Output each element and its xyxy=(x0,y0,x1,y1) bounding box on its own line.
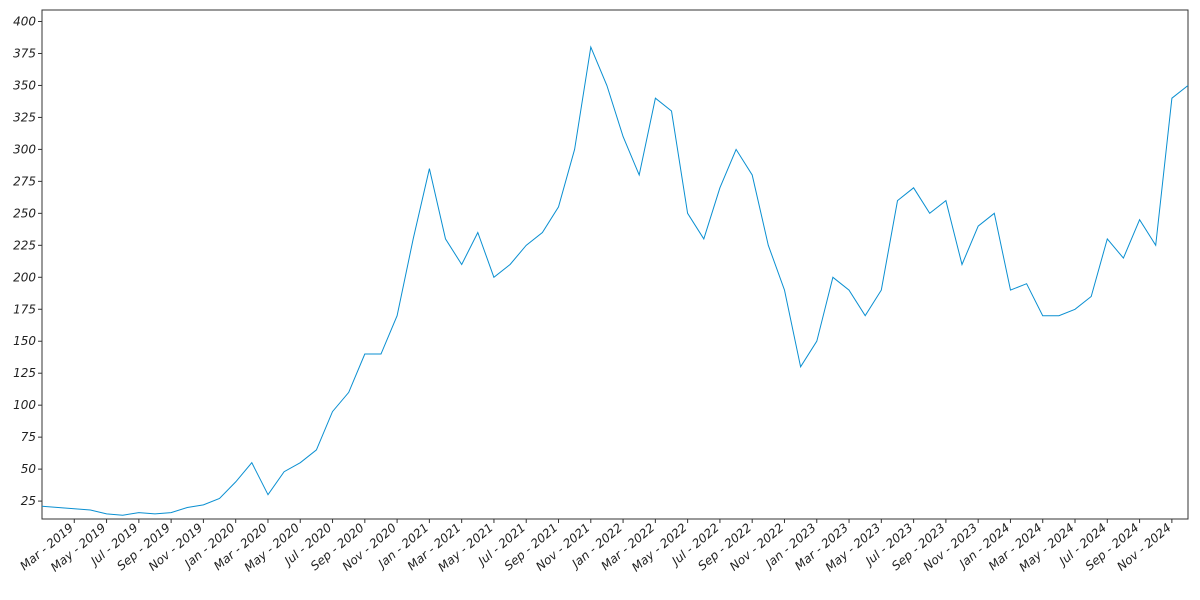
y-tick-label: 400 xyxy=(13,15,36,29)
y-tick-label: 25 xyxy=(21,494,36,508)
y-tick-label: 75 xyxy=(21,430,36,444)
y-tick-label: 100 xyxy=(13,398,36,412)
y-tick-label: 300 xyxy=(13,142,36,156)
y-tick-label: 175 xyxy=(13,302,36,316)
y-tick-label: 150 xyxy=(13,334,36,348)
plot-frame xyxy=(41,9,1189,520)
y-tick-label: 250 xyxy=(13,206,36,220)
y-tick-label: 200 xyxy=(13,270,36,284)
y-tick-label: 325 xyxy=(13,110,36,124)
y-tick-label: 125 xyxy=(13,366,36,380)
y-tick-label: 225 xyxy=(13,238,36,252)
y-tick-label: 275 xyxy=(13,174,36,188)
y-tick-label: 350 xyxy=(13,78,36,92)
y-tick-label: 375 xyxy=(13,46,36,60)
y-tick-label: 50 xyxy=(21,462,37,476)
line-series xyxy=(41,45,1189,516)
